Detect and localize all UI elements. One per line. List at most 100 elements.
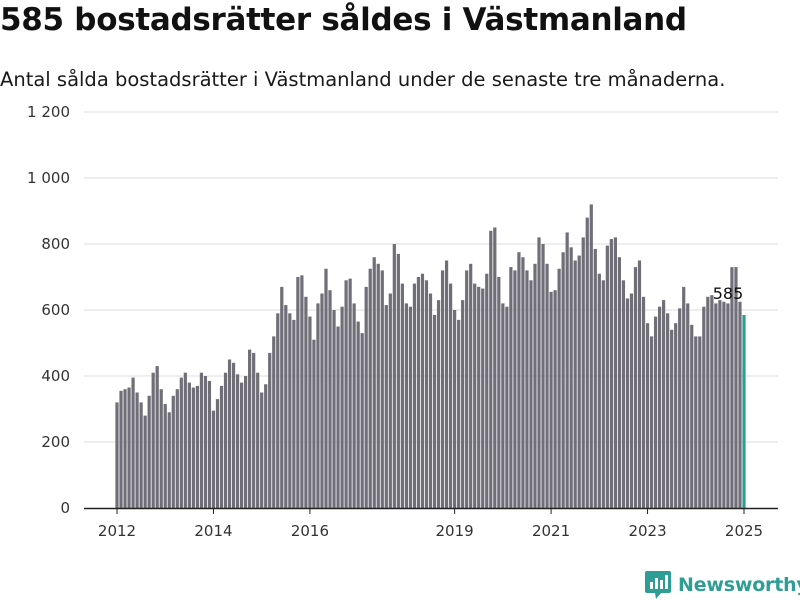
bar — [477, 286, 481, 508]
bar — [320, 293, 324, 508]
bar — [629, 293, 634, 508]
bar — [529, 280, 533, 508]
bar — [637, 260, 642, 508]
bar — [436, 300, 441, 508]
bar — [593, 248, 597, 508]
bar — [513, 270, 517, 508]
bar — [167, 412, 171, 508]
bar — [662, 300, 666, 508]
y-tick-label: 800 — [41, 235, 70, 253]
brand-name: Newsworthy — [678, 574, 800, 596]
bar — [617, 257, 622, 508]
bar — [690, 324, 694, 508]
bar — [549, 291, 553, 508]
x-tick-label: 2023 — [628, 522, 666, 540]
bar — [127, 387, 131, 508]
bar — [553, 290, 557, 508]
bar — [139, 402, 143, 508]
bar — [485, 273, 489, 508]
bar — [686, 303, 690, 508]
bar — [666, 313, 670, 508]
x-tick-label: 2019 — [436, 522, 474, 540]
bar — [730, 267, 734, 508]
bar — [380, 270, 384, 508]
bar — [682, 286, 686, 508]
bar — [195, 385, 199, 508]
bar — [621, 280, 626, 508]
bar — [364, 286, 368, 508]
bar — [457, 319, 461, 508]
bar — [308, 316, 312, 508]
bar — [211, 410, 216, 508]
bar — [493, 227, 497, 508]
bar — [545, 263, 549, 508]
bar — [698, 336, 702, 508]
brand: Newsworthy — [644, 570, 800, 600]
bar — [541, 244, 545, 508]
bar — [328, 290, 332, 508]
bar — [300, 275, 304, 508]
bar — [714, 303, 718, 508]
bar — [336, 326, 340, 508]
bar — [344, 280, 348, 508]
bar — [497, 277, 501, 508]
x-tick-label: 2014 — [194, 522, 232, 540]
bar — [633, 267, 638, 508]
bar — [738, 301, 742, 508]
y-tick-label: 0 — [60, 499, 70, 517]
bar-chart-speech-icon — [645, 571, 671, 599]
bar — [264, 384, 268, 508]
bar — [625, 298, 630, 508]
bar — [123, 389, 127, 508]
bar — [252, 352, 256, 508]
bar — [400, 283, 404, 508]
bar — [517, 252, 521, 508]
y-axis-ticks: 0 200 400 600 800 1 000 1 200 — [27, 103, 70, 517]
bar — [191, 387, 195, 508]
bar — [657, 306, 662, 508]
bar — [187, 382, 191, 508]
bar — [260, 392, 264, 508]
bar — [718, 300, 722, 508]
bar — [235, 374, 240, 508]
bar — [641, 296, 646, 508]
bar — [244, 376, 248, 508]
bar — [239, 382, 244, 508]
bar — [428, 293, 433, 508]
bar — [561, 252, 565, 508]
bar — [312, 339, 316, 508]
bar — [332, 310, 336, 508]
bar — [219, 385, 224, 508]
bar — [557, 268, 561, 508]
bar — [420, 273, 425, 508]
y-tick-label: 1 000 — [27, 169, 70, 187]
bar — [521, 257, 525, 508]
bar — [175, 389, 179, 508]
bar — [645, 323, 650, 508]
bar — [465, 270, 469, 508]
bar — [481, 288, 485, 508]
y-tick-label: 1 200 — [27, 103, 70, 121]
bar — [392, 244, 396, 508]
y-tick-label: 400 — [41, 367, 70, 385]
bar — [444, 260, 449, 508]
bar — [469, 263, 473, 508]
bar — [448, 283, 453, 508]
bar — [163, 404, 167, 508]
bar — [605, 245, 609, 508]
bars — [115, 204, 746, 509]
bar — [340, 306, 344, 508]
bar — [509, 267, 513, 508]
bar — [223, 372, 228, 508]
x-tick-label: 2012 — [98, 522, 136, 540]
bar — [131, 377, 135, 508]
bar — [356, 321, 360, 508]
bar — [372, 257, 376, 508]
bar — [408, 306, 413, 508]
bar — [678, 308, 682, 508]
bar — [268, 352, 272, 508]
bar — [284, 305, 288, 508]
bar — [352, 303, 356, 508]
bar — [734, 267, 738, 508]
bar — [179, 377, 183, 508]
